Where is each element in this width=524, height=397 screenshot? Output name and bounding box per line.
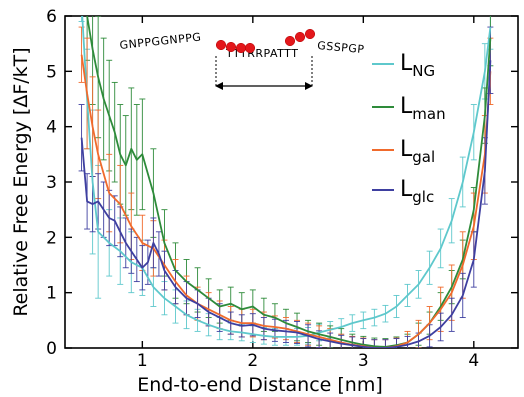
inset-seq-left: GNPPGGNPPG bbox=[119, 30, 202, 52]
y-tick-label: 3 bbox=[46, 173, 57, 193]
legend-label-L_glc: Lglc bbox=[400, 177, 434, 206]
x-tick-label: 3 bbox=[358, 351, 369, 371]
legend-label-L_NG: LNG bbox=[400, 51, 435, 80]
legend-label-L_gal: Lgal bbox=[400, 137, 435, 166]
y-tick-label: 5 bbox=[46, 62, 57, 82]
y-tick-label: 0 bbox=[46, 339, 57, 359]
inset-arrow-left-head bbox=[215, 82, 223, 90]
glycan-bead bbox=[215, 39, 227, 51]
peptide-inset: GNPPGGNPPG TTTRRPATTT GSSPGP bbox=[119, 28, 365, 90]
y-tick-label: 1 bbox=[46, 284, 57, 304]
glycan-bead bbox=[244, 42, 256, 54]
y-tick-label: 6 bbox=[46, 7, 57, 27]
y-tick-label: 2 bbox=[46, 228, 57, 248]
glycan-beads bbox=[215, 28, 316, 54]
inset-seq-middle: TTTRRPATTT bbox=[225, 47, 298, 60]
x-tick-label: 1 bbox=[137, 351, 148, 371]
x-axis-label: End-to-end Distance [nm] bbox=[137, 374, 383, 396]
x-tick-label: 2 bbox=[247, 351, 258, 371]
glycan-bead bbox=[304, 28, 316, 40]
glycan-bead bbox=[235, 42, 247, 54]
axis-ticks: 1 2 3 4 0 1 2 3 4 5 6 bbox=[46, 7, 518, 371]
glycan-bead bbox=[294, 31, 306, 43]
glycan-bead bbox=[225, 41, 237, 53]
series-line-L_glc bbox=[80, 60, 492, 348]
y-axis-label: Relative Free Energy [ΔF/kT] bbox=[10, 47, 32, 316]
series-line-L_gal bbox=[80, 54, 492, 348]
series-lines bbox=[80, 16, 492, 348]
inset-arrow-right-head bbox=[305, 82, 313, 90]
legend-label-L_man: Lman bbox=[400, 94, 446, 123]
series-line-L_NG bbox=[81, 16, 492, 338]
x-tick-label: 4 bbox=[468, 351, 479, 371]
inset-seq-right: GSSPGP bbox=[317, 39, 365, 56]
legend: LNG Lman Lgal Lglc bbox=[372, 51, 446, 206]
y-tick-label: 4 bbox=[46, 118, 57, 138]
glycan-bead bbox=[284, 35, 296, 47]
